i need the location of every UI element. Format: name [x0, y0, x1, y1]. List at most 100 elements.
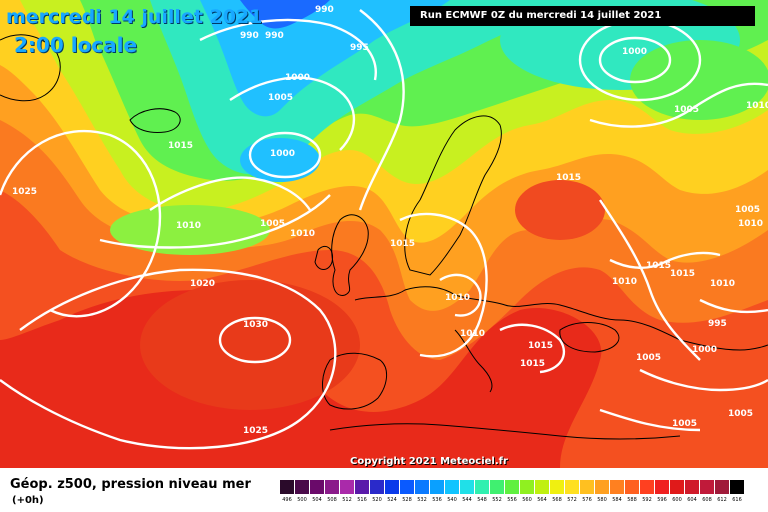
pressure-label: 1005 [268, 93, 293, 103]
pressure-label: 1025 [243, 426, 268, 436]
scale-tick-label: 552 [492, 497, 502, 503]
scale-tick-label: 536 [432, 497, 442, 503]
forecast-map: 990 990 990 995 1000 1005 1000 1015 1025… [0, 0, 768, 468]
scale-swatch [385, 480, 399, 494]
coastline-british-isles [331, 214, 369, 296]
isobar-arc-9 [439, 273, 482, 317]
isobars [0, 9, 768, 450]
isobar-ring-1030 [218, 316, 292, 364]
pressure-label: 1000 [622, 47, 647, 57]
scale-swatch [595, 480, 609, 494]
pressure-label: 1000 [692, 345, 717, 355]
pressure-label: 990 [265, 31, 284, 41]
scale-tick-label: 512 [342, 497, 352, 503]
scale-swatch [325, 480, 339, 494]
coastline-black-sea [559, 322, 620, 353]
isobar-arc-14 [699, 298, 768, 314]
pressure-label: 1010 [710, 279, 735, 289]
pressure-label: 1015 [646, 261, 671, 271]
scale-swatch [700, 480, 714, 494]
pressure-label: 1005 [674, 105, 699, 115]
pressure-label: 1015 [168, 141, 193, 151]
map-title-date: mercredi 14 juillet 2021 [6, 6, 263, 28]
scale-swatch [490, 480, 504, 494]
scale-tick-label: 504 [312, 497, 322, 503]
isobar-arc-11 [589, 82, 768, 128]
scale-tick-label: 544 [462, 497, 472, 503]
scale-swatch [475, 480, 489, 494]
scale-swatch [610, 480, 624, 494]
scale-tick-label: 540 [447, 497, 457, 503]
pressure-label: 995 [708, 319, 727, 329]
run-label: Run ECMWF 0Z du mercredi 14 juillet 2021 [410, 6, 755, 26]
scale-swatch [415, 480, 429, 494]
pressure-label: 1010 [738, 219, 763, 229]
pressure-label: 1030 [243, 320, 268, 330]
scale-tick-label: 572 [567, 497, 577, 503]
isobar-arc-12 [599, 199, 701, 361]
scale-tick-label: 600 [672, 497, 682, 503]
scale-swatch [730, 480, 744, 494]
scale-tick-label: 596 [657, 497, 667, 503]
pressure-label: 1015 [520, 359, 545, 369]
pressure-label: 1010 [612, 277, 637, 287]
scale-swatch [280, 480, 294, 494]
isobar-arc-16 [599, 408, 701, 432]
scale-swatch [565, 480, 579, 494]
coastline-italy [454, 329, 493, 393]
scale-tick-label: 524 [387, 497, 397, 503]
scale-tick-label: 616 [732, 497, 742, 503]
coastline-north-africa [329, 423, 681, 440]
legend-panel: Géop. z500, pression niveau mer (+0h) 49… [0, 468, 768, 512]
isobar-arc-1 [0, 129, 162, 318]
scale-swatch [430, 480, 444, 494]
map-subtitle-time: 2:00 locale [14, 33, 138, 57]
coastline-iceland [129, 108, 181, 133]
isobar-arc-13 [609, 251, 721, 269]
pressure-label-group: 990 990 990 995 1000 1005 1000 1015 1025… [12, 5, 768, 436]
scale-swatch [460, 480, 474, 494]
isobar-ring-east-high-inner [598, 36, 672, 84]
isobar-arc-8 [399, 212, 488, 358]
legend-subtitle: (+0h) [12, 495, 44, 506]
scale-swatch [295, 480, 309, 494]
scale-tick-label: 608 [702, 497, 712, 503]
isobar-arc-15 [639, 368, 768, 392]
isobar-ring-1000 [248, 131, 322, 179]
pressure-label: 990 [240, 31, 259, 41]
isobar-arc-10 [499, 323, 566, 374]
pressure-label: 1005 [735, 205, 760, 215]
scale-tick-label: 496 [282, 497, 292, 503]
scale-tick-label: 520 [372, 497, 382, 503]
scale-swatch [670, 480, 684, 494]
legend-title: Géop. z500, pression niveau mer [10, 477, 251, 492]
field-red-anticyclone [140, 280, 360, 410]
field-green-east [630, 40, 768, 120]
scale-tick-label: 564 [537, 497, 547, 503]
isobar-arc-3 [99, 194, 331, 249]
pressure-label: 1015 [528, 341, 553, 351]
pressure-label: 1010 [445, 293, 470, 303]
scale-swatch [400, 480, 414, 494]
scale-swatch [310, 480, 324, 494]
scale-tick-label: 576 [582, 497, 592, 503]
scale-swatch [520, 480, 534, 494]
scale-swatch [715, 480, 729, 494]
pressure-label: 1015 [670, 269, 695, 279]
scale-swatch [535, 480, 549, 494]
scale-swatch [685, 480, 699, 494]
scale-tick-label: 556 [507, 497, 517, 503]
pressure-label: 1025 [12, 187, 37, 197]
coastline-ireland [314, 246, 334, 270]
scale-tick-label: 548 [477, 497, 487, 503]
pressure-label: 990 [315, 5, 334, 15]
scale-tick-label: 568 [552, 497, 562, 503]
pressure-label: 1010 [460, 329, 485, 339]
pressure-label: 1015 [556, 173, 581, 183]
scale-tick-label: 580 [597, 497, 607, 503]
scale-swatch [580, 480, 594, 494]
scale-swatch [655, 480, 669, 494]
scale-swatch [370, 480, 384, 494]
scale-swatch [355, 480, 369, 494]
